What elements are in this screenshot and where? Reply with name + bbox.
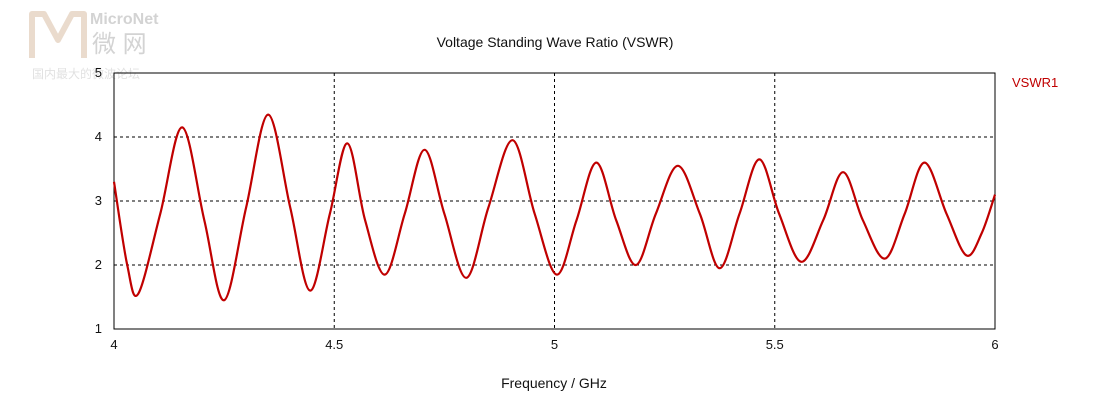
micronet-logo-icon (29, 11, 87, 58)
chart-title: Voltage Standing Wave Ratio (VSWR) (437, 34, 674, 50)
plot-frame (113, 72, 996, 330)
x-tick-label: 5 (551, 337, 558, 352)
y-tick-label: 5 (95, 65, 102, 80)
x-tick-label: 4.5 (325, 337, 343, 352)
x-tick-label: 5.5 (766, 337, 784, 352)
x-axis-label: Frequency / GHz (501, 375, 607, 391)
tick-labels: 4 4.5 5 5.5 6 1 2 3 4 5 (95, 65, 999, 352)
y-tick-label: 4 (95, 129, 102, 144)
x-tick-label: 4 (110, 337, 117, 352)
y-tick-label: 2 (95, 257, 102, 272)
y-tick-label: 3 (95, 193, 102, 208)
series-line-vswr1 (112, 113, 997, 302)
grid (114, 73, 995, 329)
y-tick-label: 1 (95, 321, 102, 336)
watermark-brand: MicroNet (90, 11, 159, 28)
x-tick-label: 6 (991, 337, 998, 352)
watermark-tagline: 国内最大的微波论坛 (32, 66, 140, 81)
micronet-watermark: MicroNet 微 网 国内最大的微波论坛 (29, 11, 159, 81)
watermark-brand-cjk: 微 网 (92, 31, 147, 58)
legend-entry-vswr1[interactable]: VSWR1 (1012, 75, 1058, 90)
series (112, 113, 997, 302)
